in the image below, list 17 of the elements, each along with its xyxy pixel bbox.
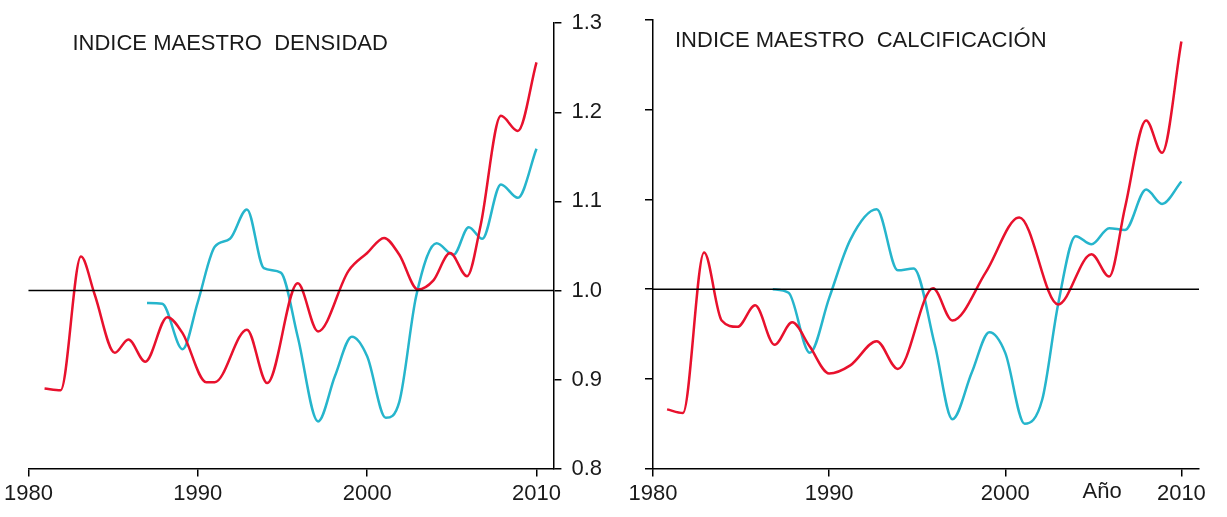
y-tick-label: 0.8: [571, 454, 603, 480]
x-tick-label: 2010: [512, 479, 561, 505]
y-tick-label: 0.9: [571, 365, 603, 391]
x-tick-label: 1990: [804, 479, 854, 505]
x-tick-label: 1980: [628, 479, 678, 505]
x-tick-label: 2010: [1156, 479, 1206, 505]
x-tick-label: 1990: [173, 479, 223, 505]
y-tick-label: 1.1: [571, 187, 603, 213]
chart-title: INDICE MAESTRO DENSIDAD: [72, 30, 388, 56]
x-tick-label: 2000: [980, 479, 1030, 505]
y-tick-label: 1.3: [571, 9, 603, 35]
y-tick-label: 1.2: [571, 98, 603, 124]
y-tick-label: 1.0: [571, 276, 603, 302]
x-tick-label: 1980: [3, 479, 53, 505]
chart-title: INDICE MAESTRO CALCIFICACIÓN: [675, 27, 1047, 53]
x-tick-label: 2000: [342, 479, 392, 505]
x-axis-title: Año: [1082, 477, 1122, 503]
